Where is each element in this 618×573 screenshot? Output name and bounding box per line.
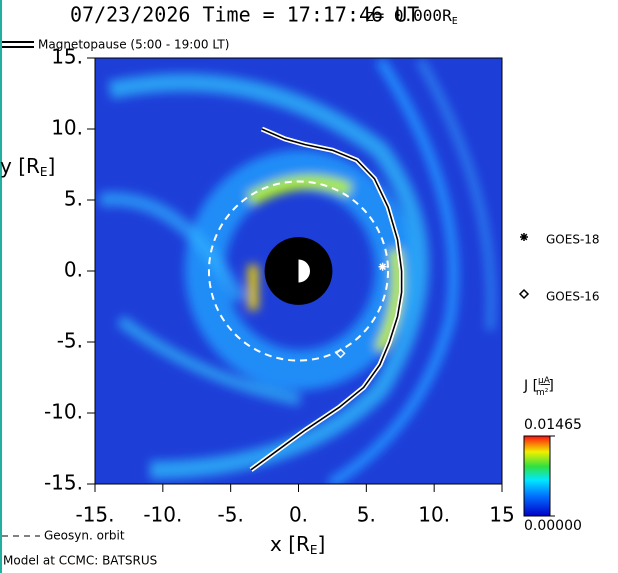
satellite-legend-marker	[518, 288, 530, 300]
satellite	[378, 262, 387, 271]
x-end: ]	[318, 532, 326, 556]
magnetopause	[250, 128, 403, 471]
x-tick-label: 5.	[357, 503, 376, 527]
satellite-legend-marker	[520, 233, 528, 241]
y-text: y [R	[0, 154, 40, 178]
y-tick-label: 10.	[51, 116, 83, 140]
star-stroke	[520, 233, 528, 241]
y-axis-label: y [RE]	[0, 154, 55, 179]
earth-night	[286, 259, 299, 283]
cb-end: ]	[548, 378, 553, 394]
colorbar-tick-label: 0.01465	[524, 417, 582, 433]
x-tick-label: -10.	[143, 503, 182, 527]
x-tick-label: 15	[489, 503, 514, 527]
y-tick-label: -5.	[57, 329, 83, 353]
star-stroke	[379, 263, 386, 271]
y-tick-label: -15.	[44, 471, 83, 495]
chart-title: 07/23/2026 Time = 17:17:46 UT	[70, 3, 419, 27]
field	[99, 58, 496, 484]
cb-num: μA	[538, 376, 551, 386]
x-tick-label: 10.	[418, 503, 450, 527]
geo-legend-label: Geosyn. orbit	[44, 529, 125, 543]
x-text: x [R	[270, 532, 310, 556]
y-tick-label: 5.	[64, 187, 83, 211]
satellite	[335, 348, 346, 359]
x-tick-label: -5.	[218, 503, 244, 527]
mp-legend-label: Magnetopause (5:00 - 19:00 LT)	[38, 38, 229, 52]
x-axis-label: x [RE]	[270, 532, 325, 557]
cb-text: J [	[523, 378, 538, 394]
y-tick-label: 0.	[64, 258, 83, 282]
y-sub: E	[40, 165, 48, 179]
colorbar-tick-label: 0.00000	[524, 518, 582, 534]
z-sub: E	[452, 16, 458, 27]
cb-den: m²	[536, 388, 549, 398]
y-tick-label: -10.	[44, 400, 83, 424]
z-text: z= 0.000R	[365, 6, 452, 25]
geosync-orbit	[207, 180, 390, 362]
satellite-legend-label: GOES-16	[546, 290, 600, 304]
x-sub: E	[310, 543, 318, 557]
y-end: ]	[48, 154, 56, 178]
footer: Model at CCMC: BATSRUS	[3, 554, 157, 568]
colorbar	[523, 435, 551, 517]
z-label: z= 0.000RE	[365, 6, 458, 28]
satellite-legend-label: GOES-18	[546, 233, 600, 247]
x-tick-label: -15.	[75, 503, 114, 527]
y-tick-label: 15.	[51, 45, 83, 69]
colorbar-label: J [μA m²]	[523, 376, 554, 398]
x-tick-label: 0.	[289, 503, 308, 527]
